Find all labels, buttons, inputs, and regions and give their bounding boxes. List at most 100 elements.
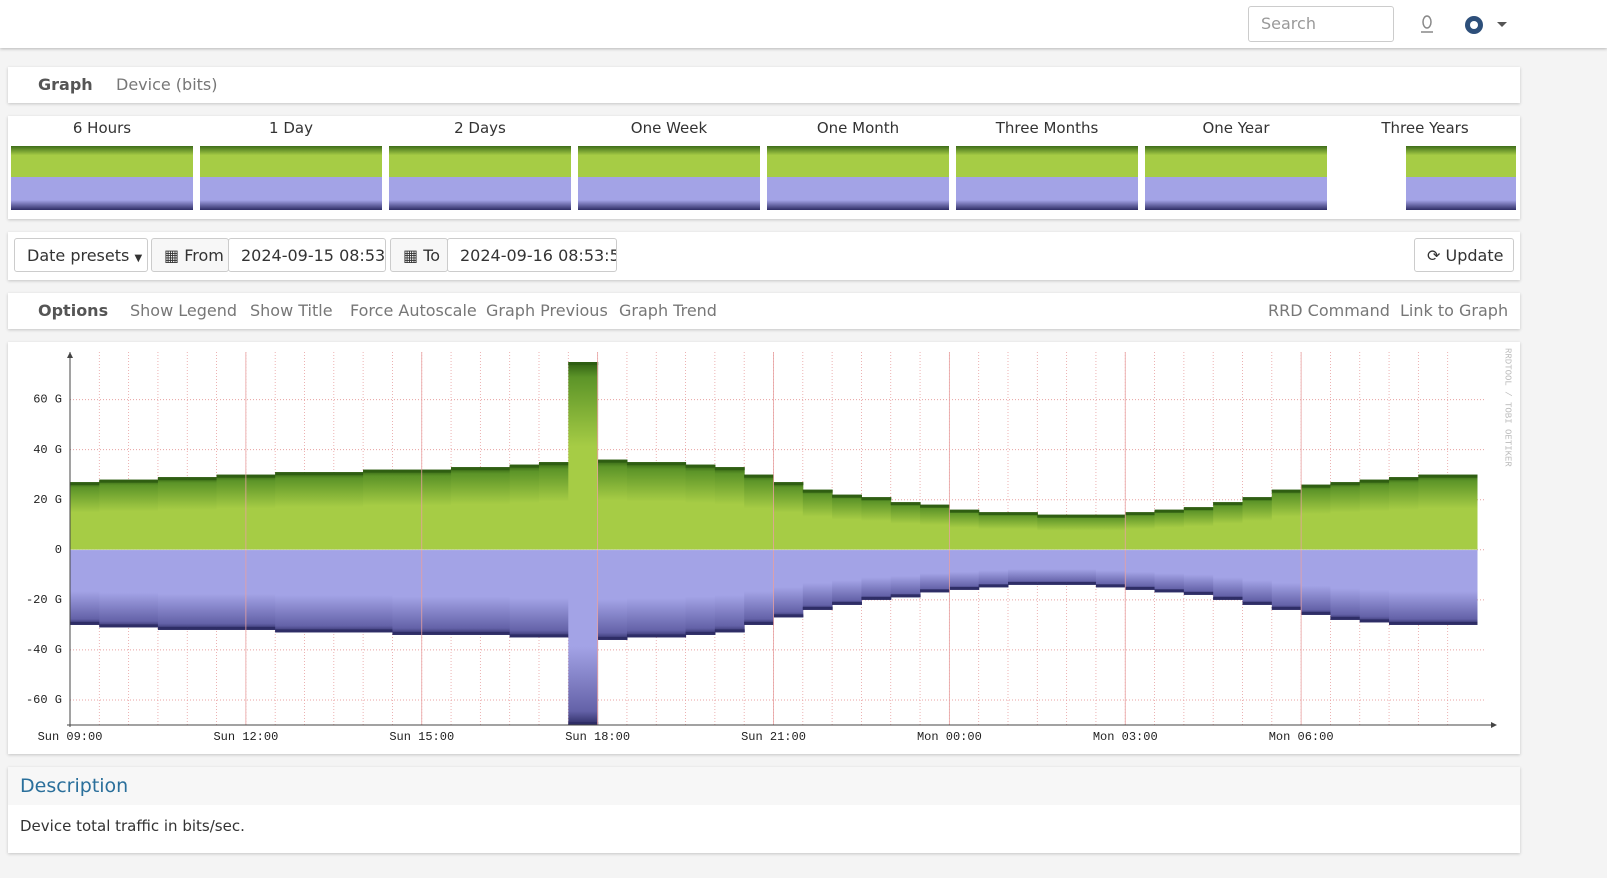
thumbnail-title: One Year — [1202, 119, 1270, 137]
y-axis-arrow — [67, 352, 73, 358]
thumbnail[interactable]: 1 Day — [200, 116, 382, 216]
area-bar — [392, 549, 423, 635]
area-bar — [187, 477, 218, 550]
thumbnail[interactable]: One Year — [1145, 116, 1327, 216]
y-tick-label: 60 G — [33, 393, 62, 407]
thumbnail[interactable]: 2 Days — [389, 116, 571, 216]
thumbnail-in — [578, 146, 760, 177]
area-edge — [568, 362, 599, 366]
area-edge — [304, 629, 335, 633]
option-link[interactable]: Force Autoscale — [350, 301, 477, 320]
thumbnail-title: One Week — [630, 119, 708, 137]
thumbnail[interactable]: One Month — [767, 116, 949, 216]
date-form: Date presets ▼ ▦ From 2024-09-15 08:53:5… — [8, 232, 1520, 280]
thumbnail-title: 2 Days — [454, 119, 506, 137]
option-link[interactable]: Show Title — [250, 301, 333, 320]
options-bar: Options Show Legend Show Title Force Autos… — [8, 293, 1520, 329]
area-edge — [949, 509, 980, 513]
area-bar — [832, 549, 862, 605]
thumbnail-out — [578, 177, 760, 210]
area-edge — [187, 626, 218, 630]
description-title: Description — [8, 767, 1520, 805]
area-edge — [70, 621, 100, 625]
option-link[interactable]: RRD Command — [1268, 301, 1390, 320]
area-edge — [480, 467, 511, 471]
area-bar — [1066, 549, 1097, 585]
area-bar — [1125, 512, 1156, 550]
user-icon[interactable] — [1418, 14, 1436, 34]
thumbnail-out — [767, 177, 949, 210]
area-edge — [480, 631, 511, 635]
area-bar — [539, 462, 569, 550]
area-edge — [1125, 586, 1156, 590]
area-edge — [1389, 477, 1419, 481]
option-link[interactable]: Show Legend — [130, 301, 238, 320]
option-link[interactable]: Graph Trend — [619, 301, 717, 320]
area-edge — [304, 472, 335, 476]
area-edge — [275, 472, 305, 476]
from-input[interactable]: 2024-09-15 08:53:55 — [228, 238, 386, 272]
area-bar — [1389, 549, 1419, 625]
tab-device[interactable]: Device (bits) — [116, 75, 218, 94]
area-bar — [509, 464, 540, 550]
area-edge — [597, 636, 628, 640]
area-edge — [949, 586, 980, 590]
update-button[interactable]: ⟳ Update — [1414, 238, 1514, 272]
area-edge — [714, 629, 745, 633]
area-bar — [245, 474, 276, 550]
thumbnail[interactable]: 6 Hours — [11, 116, 193, 216]
x-tick-label: Sun 09:00 — [38, 730, 103, 744]
area-bar — [392, 469, 423, 550]
area-edge — [1242, 497, 1273, 501]
graph-tabs: Graph Device (bits) — [8, 67, 1520, 103]
thumbnail-out — [1406, 177, 1516, 210]
area-bar — [773, 482, 804, 550]
thumbnail-out — [389, 177, 571, 210]
area-edge — [1125, 512, 1156, 516]
area-edge — [744, 474, 774, 478]
to-input[interactable]: 2024-09-16 08:53:55 — [447, 238, 617, 272]
to-text: To — [423, 246, 441, 265]
area-bar — [1095, 549, 1126, 588]
area-bar — [626, 462, 657, 550]
thumbnail[interactable]: One Week — [578, 116, 760, 216]
y-tick-label: 40 G — [33, 443, 62, 457]
area-bar — [597, 459, 628, 550]
area-edge — [509, 634, 540, 638]
area-bar — [99, 549, 130, 628]
area-edge — [1447, 621, 1478, 625]
area-bar — [685, 464, 716, 550]
thumbnail-title: 6 Hours — [72, 119, 132, 137]
area-edge — [157, 626, 188, 630]
area-edge — [656, 634, 687, 638]
area-edge — [70, 482, 100, 486]
settings-menu[interactable] — [1462, 13, 1512, 37]
thumbnail-out — [1145, 177, 1327, 210]
area-edge — [1183, 507, 1214, 511]
area-bar — [920, 549, 950, 593]
thumbnail[interactable]: Three Months — [956, 116, 1138, 216]
search-input[interactable]: Search — [1248, 6, 1394, 42]
area-edge — [890, 594, 921, 598]
tab-graph[interactable]: Graph — [38, 75, 93, 94]
area-bar — [685, 549, 716, 635]
thumbnail[interactable]: Three Years — [1334, 116, 1516, 216]
date-presets[interactable]: Date presets ▼ — [14, 238, 148, 272]
area-edge — [832, 601, 862, 605]
area-edge — [597, 459, 628, 463]
area-bar — [1447, 549, 1478, 625]
area-edge — [1183, 591, 1214, 595]
area-bar — [568, 362, 599, 550]
option-link[interactable]: Graph Previous — [486, 301, 608, 320]
area-edge — [216, 474, 247, 478]
area-bar — [568, 549, 599, 725]
area-bar — [978, 512, 1009, 550]
option-link[interactable]: Link to Graph — [1400, 301, 1509, 320]
area-edge — [802, 489, 833, 493]
area-bar — [1066, 514, 1097, 550]
area-bar — [304, 472, 335, 550]
area-edge — [685, 631, 716, 635]
area-edge — [157, 477, 188, 481]
chart: 60 G 40 G 20 G 0 -20 G -40 G -60 G Sun 09:00 Sun… — [26, 348, 1513, 744]
area-bar — [1183, 507, 1214, 550]
